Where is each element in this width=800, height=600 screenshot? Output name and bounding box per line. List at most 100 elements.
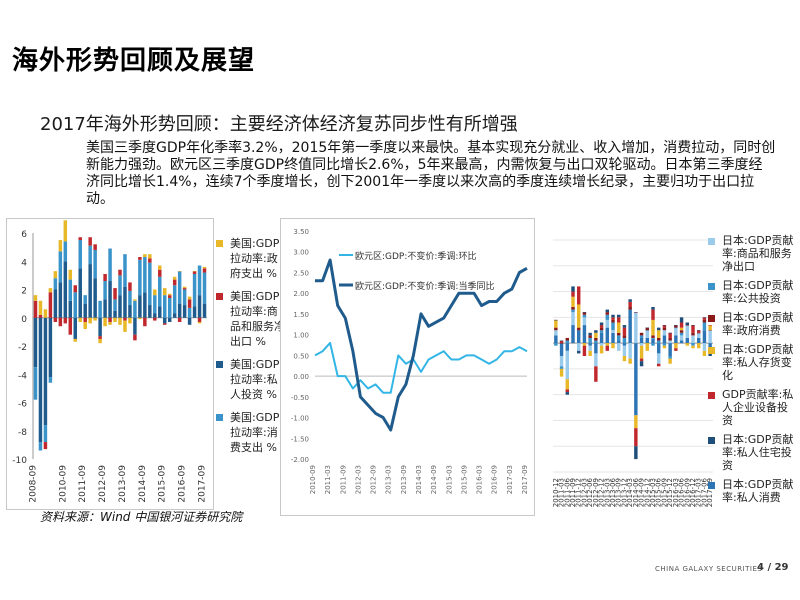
bar-segment — [645, 330, 649, 331]
y-tick-label: 2.50 — [293, 269, 309, 277]
bar-segment — [565, 392, 569, 395]
legend-item-gov: 美国:GDP拉动率:政府支出 % — [216, 236, 286, 281]
bar-segment — [571, 291, 575, 297]
bar-segment — [662, 335, 667, 344]
bar-segment — [622, 337, 627, 344]
bar-segment — [38, 317, 43, 443]
bar-segment — [172, 313, 177, 318]
x-tick-label: 2015-06 — [655, 477, 663, 507]
bar-segment — [662, 327, 667, 331]
bar-segment — [662, 345, 667, 349]
bar-segment — [43, 317, 48, 426]
x-tick-label: 2014-09 — [138, 465, 148, 503]
bar-segment — [98, 338, 102, 344]
bar-segment — [645, 337, 649, 344]
x-tick-label: 2014-03 — [626, 478, 634, 507]
bar-segment — [628, 358, 632, 364]
bar-segment — [634, 415, 638, 429]
bar-segment — [639, 332, 644, 336]
y-tick-label: -2.00 — [291, 456, 309, 464]
bar-segment — [708, 325, 712, 331]
us-gdp-chart: 6 4 2 0 -2 -4 -6 -8 -10 2008-09 2010-09 2011-09 2012… — [6, 218, 214, 510]
bar-segment — [143, 254, 147, 258]
bar-segment — [158, 265, 162, 270]
bar-segment — [128, 282, 132, 291]
bar-segment — [158, 276, 162, 307]
bar-segment — [599, 343, 604, 346]
x-tick-label: 2015-09 — [460, 465, 468, 494]
bar-segment — [133, 334, 137, 341]
bar-segment — [639, 335, 644, 338]
bar-segment — [202, 272, 207, 304]
x-tick-label: 2011-03 — [558, 478, 566, 507]
legend-swatch — [708, 437, 715, 444]
y-tick-label: 1.00 — [293, 332, 309, 340]
bar-segment — [651, 343, 655, 346]
bar-segment — [38, 314, 43, 318]
bar-segment — [108, 317, 112, 322]
bar-segment — [622, 343, 627, 346]
x-tick-label: 2013-03 — [603, 478, 611, 507]
bar-segment — [594, 343, 598, 354]
bar-segment — [103, 281, 107, 300]
bar-segment — [78, 237, 82, 241]
bar-segment — [577, 330, 581, 331]
bar-segment — [118, 295, 122, 318]
bar-segment — [599, 322, 604, 326]
bar-segment — [187, 296, 192, 300]
bar-segment — [645, 343, 649, 351]
bar-segment — [674, 327, 678, 336]
bar-segment — [668, 356, 672, 359]
legend-swatch — [708, 283, 715, 290]
bar-segment — [559, 343, 564, 356]
euro-gdp-chart-svg: 3.50 3.00 2.50 2.00 1.50 1.00 0.50 0.00 -0.50 -1.… — [291, 228, 529, 494]
bar-segment — [708, 330, 712, 344]
x-tick-label: 2011-06 — [563, 477, 571, 507]
bar-segment — [605, 327, 609, 344]
bar-segment — [662, 325, 667, 328]
bar-segment — [668, 337, 672, 341]
bar-segment — [197, 317, 202, 322]
x-tick-label: 2013-09 — [615, 478, 623, 507]
bar-segment — [197, 265, 202, 296]
x-tick-label: 2017-09 — [198, 465, 208, 503]
y-tick-label: -1.00 — [291, 415, 309, 423]
bar-segment — [559, 356, 564, 367]
bar-segment — [605, 314, 609, 320]
bar-segment — [98, 336, 102, 339]
legend-item-consume: 美国:GDP拉动率:消费支出 % — [216, 410, 286, 455]
y-tick-label: 3.00 — [293, 249, 309, 257]
bar-segment — [605, 343, 609, 346]
bar-segment — [123, 286, 127, 318]
bar-segment — [577, 304, 581, 328]
bar-segment — [68, 300, 73, 318]
legend-swatch — [708, 315, 715, 322]
bar-segment — [148, 305, 152, 318]
bar-segment — [702, 317, 707, 318]
legend-swatch — [708, 238, 715, 245]
bar-segment — [697, 332, 701, 338]
bar-segment — [628, 299, 632, 302]
bar-segment — [679, 340, 684, 344]
bar-segment — [565, 350, 569, 380]
bar-segment — [108, 248, 112, 282]
bar-segment — [611, 314, 615, 318]
bar-segment — [38, 300, 43, 315]
bar-segment — [63, 261, 68, 318]
legend-label: 美国:GDP拉动率:私人投资 % — [230, 358, 280, 401]
bar-segment — [123, 317, 127, 321]
section-subtitle: 2017年海外形势回顾：主要经济体经济复苏同步性有所增强 — [40, 114, 518, 135]
x-tick-label: 2016-09 — [491, 465, 499, 494]
bar-segment — [582, 317, 587, 326]
bar-segment — [639, 345, 644, 359]
bar-segment — [202, 303, 207, 318]
bar-segment — [88, 317, 92, 324]
bar-segment — [163, 323, 167, 325]
bar-segment — [571, 307, 575, 310]
legend-item-jp-housing: 日本:GDP贡献率:私人住宅投资 — [708, 433, 798, 472]
x-tick-label: 2012-09 — [370, 465, 378, 494]
legend-label: 美国:GDP拉动率:商品和服务净出口 % — [230, 290, 285, 348]
bar-segment — [143, 257, 147, 293]
bar-segment — [691, 325, 695, 333]
bar-segment — [622, 345, 627, 356]
